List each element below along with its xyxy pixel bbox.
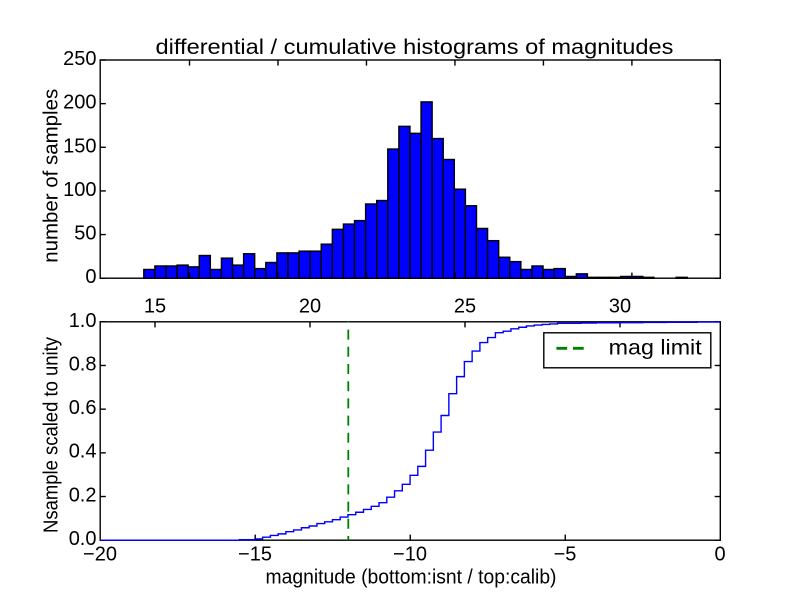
svg-text:100: 100 xyxy=(63,179,96,201)
svg-text:0.8: 0.8 xyxy=(69,354,97,376)
svg-text:0.0: 0.0 xyxy=(69,528,97,550)
svg-text:1.0: 1.0 xyxy=(69,310,97,332)
svg-text:number of samples: number of samples xyxy=(41,89,63,263)
svg-text:50: 50 xyxy=(74,223,96,245)
svg-text:20: 20 xyxy=(299,295,321,317)
svg-text:0: 0 xyxy=(85,266,96,288)
svg-text:250: 250 xyxy=(63,48,96,70)
svg-text:0.2: 0.2 xyxy=(69,484,97,506)
svg-text:Nsample scaled to unity: Nsample scaled to unity xyxy=(41,337,63,533)
svg-text:−15: −15 xyxy=(238,543,272,565)
svg-text:0.4: 0.4 xyxy=(69,441,97,463)
svg-text:−5: −5 xyxy=(554,543,577,565)
svg-text:−10: −10 xyxy=(393,543,427,565)
svg-text:30: 30 xyxy=(609,295,631,317)
svg-text:−20: −20 xyxy=(83,543,117,565)
svg-text:200: 200 xyxy=(63,92,96,114)
svg-text:magnitude (bottom:isnt / top:c: magnitude (bottom:isnt / top:calib) xyxy=(266,566,557,588)
svg-text:150: 150 xyxy=(63,135,96,157)
svg-text:0.6: 0.6 xyxy=(69,397,97,419)
svg-text:differential / cumulative hist: differential / cumulative histograms of … xyxy=(156,36,674,59)
svg-text:15: 15 xyxy=(144,295,166,317)
svg-text:mag limit: mag limit xyxy=(609,337,702,360)
svg-text:0: 0 xyxy=(714,543,725,565)
svg-text:25: 25 xyxy=(454,295,476,317)
